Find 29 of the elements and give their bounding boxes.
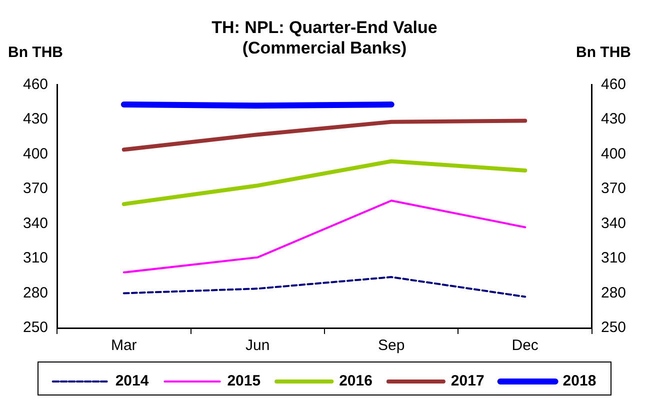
y2-tick-label: 280 — [600, 284, 626, 302]
y2-tick-label: 310 — [600, 250, 626, 267]
y-tick-label: 460 — [22, 76, 48, 93]
legend-label: 2016 — [339, 372, 372, 390]
y-axis-title: Bn THB — [8, 44, 63, 61]
y2-tick-label: 460 — [600, 76, 626, 93]
legend-label: 2017 — [450, 372, 484, 390]
y-tick-label: 430 — [22, 110, 48, 128]
y-tick-label: 310 — [22, 250, 48, 267]
y2-axis-title: Bn THB — [576, 44, 631, 61]
x-tick-label: Sep — [378, 337, 405, 354]
y2-tick-label: 400 — [600, 145, 626, 162]
y2-tick-label: 370 — [600, 180, 626, 198]
y-tick-label: 400 — [22, 145, 48, 162]
y-tick-label: 280 — [22, 284, 48, 302]
y-tick-label: 370 — [22, 180, 48, 198]
x-tick-label: Mar — [110, 337, 137, 354]
y-tick-label: 250 — [22, 319, 48, 336]
x-tick-label: Jun — [246, 337, 270, 354]
x-tick-label: Dec — [512, 337, 539, 354]
y2-tick-label: 340 — [600, 214, 626, 232]
legend-label: 2018 — [562, 372, 596, 390]
legend-label: 2014 — [115, 372, 150, 390]
y-tick-label: 340 — [22, 214, 48, 232]
y2-tick-label: 430 — [600, 110, 626, 128]
legend-label: 2015 — [227, 372, 261, 390]
line-series — [122, 276, 526, 298]
chart-title: TH: NPL: Quarter-End Value (Commercial Banks) — [212, 18, 438, 58]
y2-tick-label: 250 — [600, 319, 626, 336]
